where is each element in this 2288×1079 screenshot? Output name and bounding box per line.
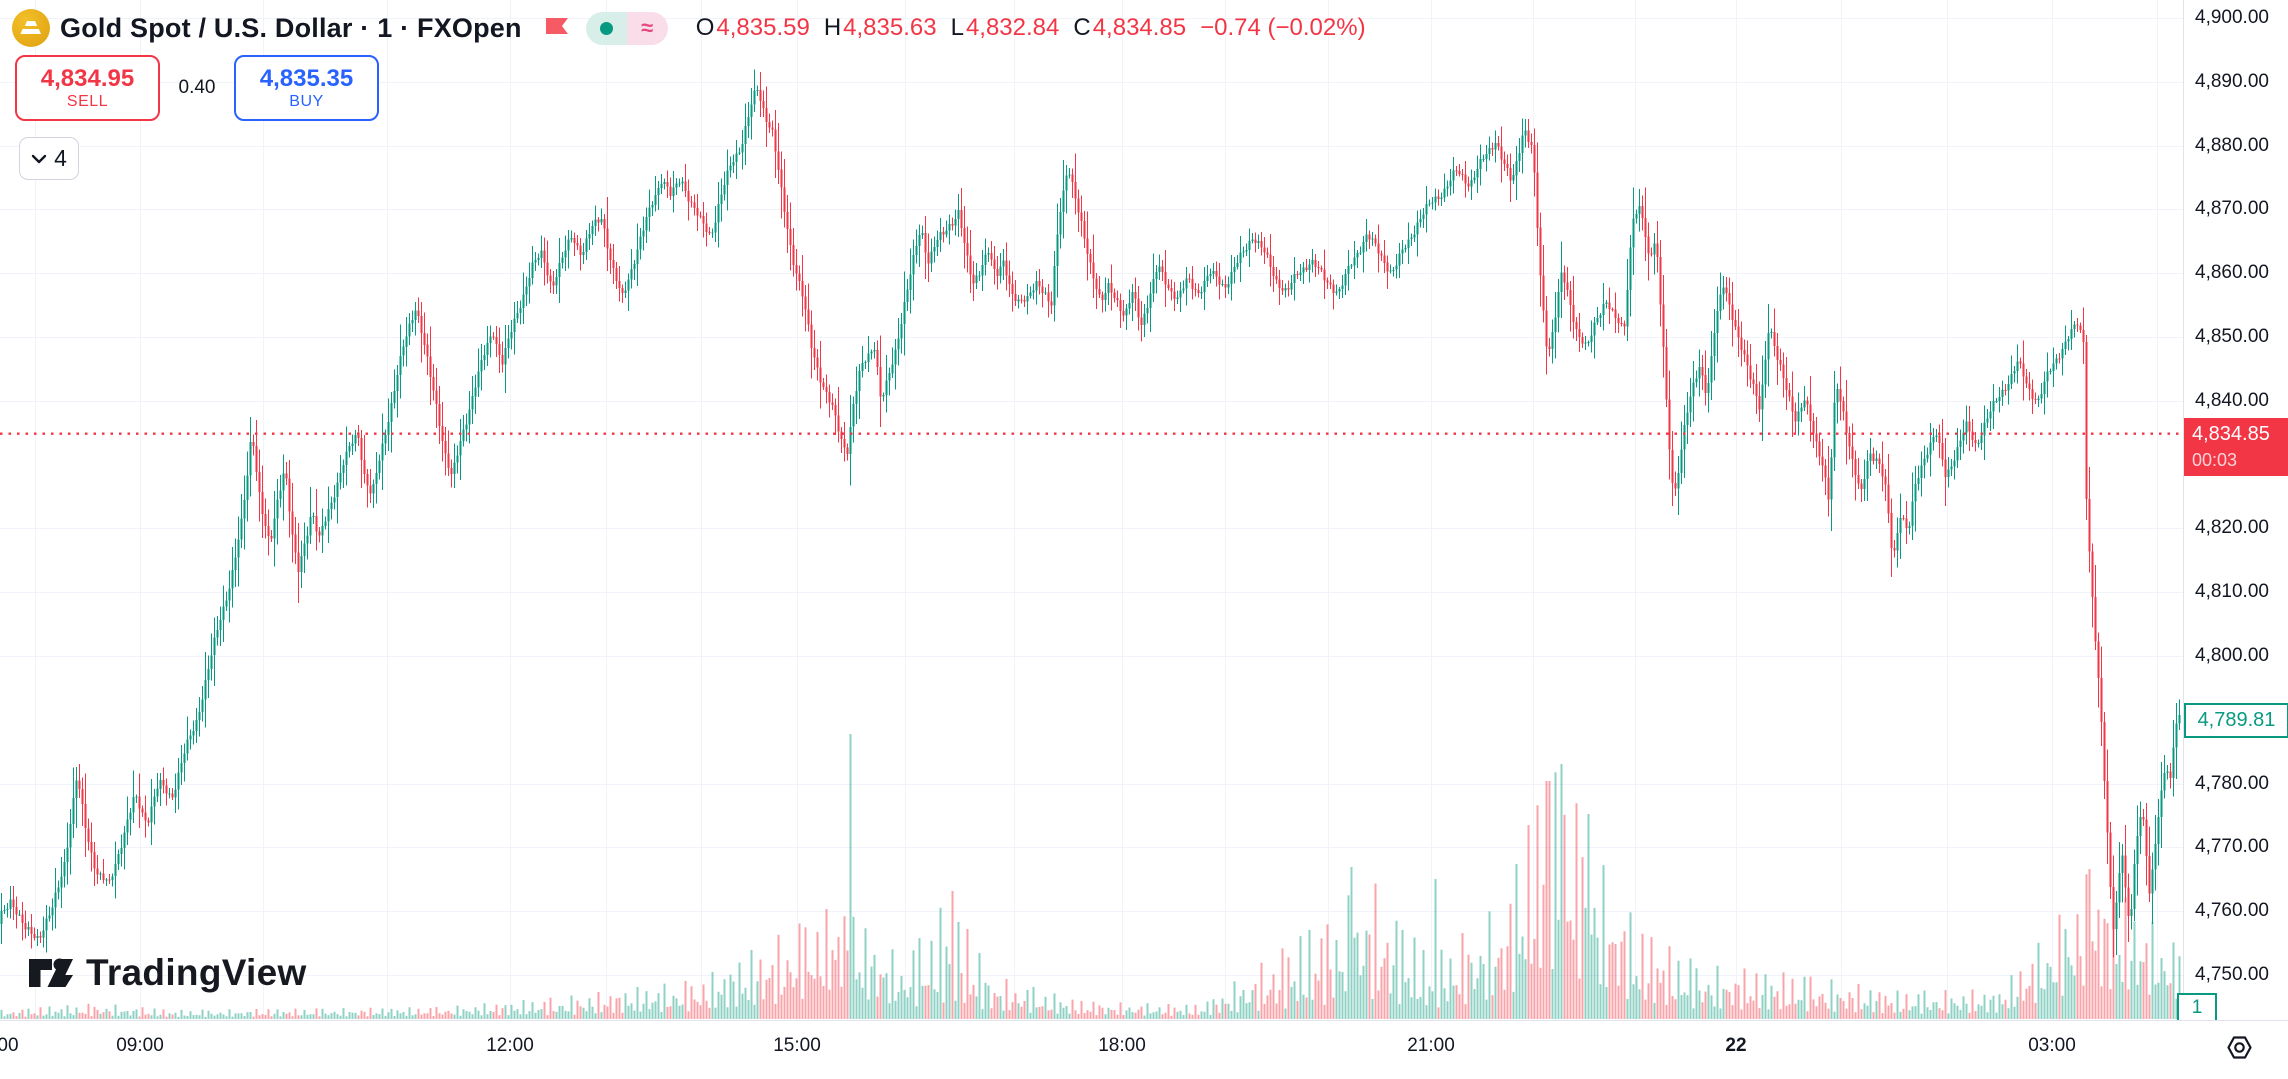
timezone-settings-button[interactable] [2222,1030,2256,1064]
volume-scale-tag: 1 [2177,993,2217,1023]
open-value: 4,835.59 [716,14,810,41]
price-axis-label: 4,870.00 [2195,198,2269,220]
low-label: L [950,14,964,41]
price-axis-label: 4,770.00 [2195,836,2269,858]
price-axis-label: 4,780.00 [2195,772,2269,794]
buy-button[interactable]: 4,835.35 BUY [234,55,379,121]
gold-coin-icon [12,9,50,47]
volume-bars-down [12,781,2172,1020]
candle-wicks-down [13,72,2171,958]
tradingview-watermark: TradingView [28,952,307,994]
price-axis[interactable]: 4,834.85 00:03 4,789.81 1 4,900.00 4,890.… [2177,0,2288,1023]
price-axis-label: 4,880.00 [2195,134,2269,156]
trade-panel: 4,834.95 SELL 0.40 4,835.35 BUY [0,55,379,121]
time-axis-label: 21:00 [1407,1035,1455,1056]
last-price-value: 4,834.85 [2192,422,2270,445]
time-axis-label: 09:00 [116,1035,164,1056]
volume-bars-up [0,734,2181,1020]
last-price-tag: 4,834.85 00:03 [2184,417,2288,476]
symbol-header: Gold Spot / U.S. Dollar · 1 · FXOpen ≈ O… [0,6,1366,50]
delayed-data-icon[interactable]: ≈ [626,11,668,45]
price-axis-label: 4,890.00 [2195,70,2269,92]
sell-price: 4,834.95 [40,65,135,93]
price-axis-label: 4,850.00 [2195,326,2269,347]
candlestick-chart-pane[interactable] [0,0,2183,1020]
price-axis-label: 4,810.00 [2195,581,2269,603]
sell-button[interactable]: 4,834.95 SELL [15,55,160,121]
buy-price: 4,835.35 [259,65,354,93]
candle-bodies-down [12,89,2172,938]
close-label: C [1073,14,1091,41]
time-axis-label: 12:00 [486,1035,534,1056]
sell-label: SELL [66,92,109,110]
open-label: O [695,14,715,41]
time-axis-label: 03:00 [2028,1035,2076,1056]
price-axis-label: 4,840.00 [2195,389,2269,411]
grid-lines [0,0,2183,1020]
time-axis-label: 18:00 [1098,1035,1146,1056]
close-value: 4,834.85 [1092,14,1187,41]
bid-price-tag: 4,789.81 [2184,703,2288,738]
price-axis-label: 4,760.00 [2195,900,2269,922]
time-axis[interactable]: 00 09:00 12:00 15:00 18:00 21:00 22 03:00 [0,1020,2288,1079]
bar-countdown: 00:03 [2192,449,2238,470]
gold-bars-glyph [20,21,41,34]
hexagon-gear-icon [2226,1035,2252,1059]
price-axis-label: 4,900.00 [2195,7,2269,28]
change-value: −0.74 (−0.02%) [1200,14,1366,41]
buy-label: BUY [289,92,324,110]
market-status-capsule: ≈ [585,11,668,45]
time-axis-label: 22 [1725,1035,1747,1056]
spread-value: 0.40 [178,77,216,98]
price-axis-label: 4,820.00 [2195,517,2269,539]
chevron-down-icon [31,154,47,163]
price-axis-label: 4,860.00 [2195,262,2269,284]
watermark-text: TradingView [86,952,307,993]
price-axis-label: 4,750.00 [2195,964,2269,985]
candle-bodies-up [0,89,2181,939]
tradingview-logo-icon [29,958,73,987]
time-axis-label: 15:00 [773,1035,821,1056]
time-axis-label: 00 [0,1035,19,1056]
ohlc-readout: O 4,835.59 H 4,835.63 L 4,832.84 C 4,834… [696,14,1366,42]
flag-icon[interactable] [544,15,570,41]
symbol-title[interactable]: Gold Spot / U.S. Dollar · 1 · FXOpen [60,12,522,43]
chip-count: 4 [54,145,67,171]
high-value: 4,835.63 [843,14,937,41]
price-axis-label: 4,800.00 [2195,645,2269,666]
collapsed-toolbar-chip[interactable]: 4 [19,137,79,180]
low-value: 4,832.84 [965,14,1060,41]
high-label: H [823,14,842,41]
market-open-icon[interactable] [585,11,627,45]
